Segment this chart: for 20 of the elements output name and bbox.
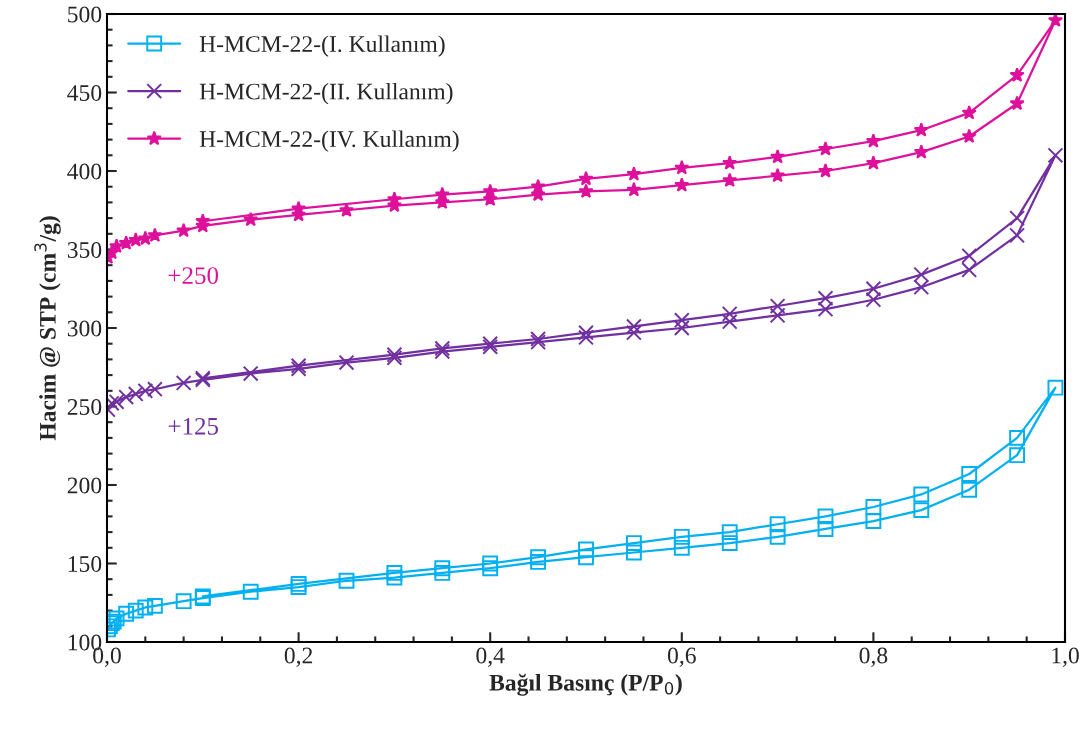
y-tick-label: 500 xyxy=(68,6,102,23)
x-tick-label: 0,2 xyxy=(284,647,313,667)
y-tick-label: 300 xyxy=(67,320,102,337)
x-tick-label: 1,0 xyxy=(1052,647,1079,667)
x-tick-label: 0,4 xyxy=(476,647,505,667)
y-tick-label: 400 xyxy=(67,163,102,180)
y-axis-title: Hacim @ STP (cm$^{3}$/g) xyxy=(34,216,61,441)
x-tick-label: 0,6 xyxy=(667,647,696,667)
annotation: +125 xyxy=(168,417,219,435)
y-tick-label: 200 xyxy=(67,477,102,494)
y-tick-label: 150 xyxy=(68,555,102,572)
legend-label: H-MCM-22-(IV. Kullanım) xyxy=(199,130,459,152)
legend-label: H-MCM-22-(II. Kullanım) xyxy=(199,82,453,105)
x-tick-label: 0,8 xyxy=(859,647,888,667)
x-axis-title: Bağıl Basınç (P/P$_{0}$) xyxy=(489,673,682,696)
y-tick-label: 350 xyxy=(67,241,102,258)
annotation: +250 xyxy=(168,267,219,285)
y-tick-label: 450 xyxy=(67,84,102,101)
y-tick-label: 250 xyxy=(67,398,102,415)
legend-label: H-MCM-22-(I. Kullanım) xyxy=(199,35,445,57)
